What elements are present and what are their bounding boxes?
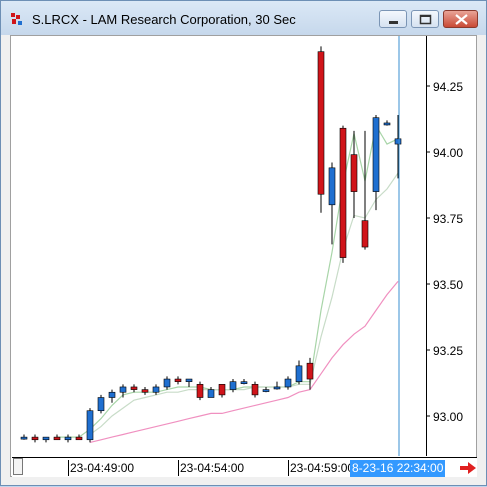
candle-body bbox=[108, 391, 116, 398]
candle-body bbox=[97, 397, 105, 412]
minimize-button[interactable] bbox=[379, 10, 407, 28]
maximize-button[interactable] bbox=[411, 10, 439, 28]
candle-body bbox=[130, 386, 138, 390]
candle-body bbox=[361, 220, 369, 248]
candle-body bbox=[20, 436, 28, 440]
candle-body bbox=[163, 378, 171, 388]
candle-body bbox=[196, 384, 204, 398]
moving-average-line bbox=[89, 172, 399, 435]
candle-body bbox=[240, 381, 248, 384]
window-title: S.LRCX - LAM Research Corporation, 30 Se… bbox=[32, 12, 296, 27]
price-label: 93.00 bbox=[433, 410, 464, 424]
candle-body bbox=[306, 362, 314, 380]
candle-body bbox=[350, 154, 358, 192]
candle-body bbox=[75, 436, 83, 441]
close-icon bbox=[455, 14, 468, 25]
maximize-icon bbox=[419, 14, 432, 25]
candle-body bbox=[317, 51, 325, 195]
candle-body bbox=[328, 167, 336, 206]
moving-average-line bbox=[57, 123, 399, 438]
candle-body bbox=[152, 386, 160, 393]
time-label: 23-04:49:00 bbox=[68, 460, 135, 476]
price-label: 93.50 bbox=[433, 278, 464, 292]
candle-body bbox=[64, 436, 72, 441]
scroll-handle[interactable] bbox=[13, 458, 23, 475]
chart-app-icon bbox=[11, 13, 22, 25]
candle-body bbox=[119, 386, 127, 393]
time-label: 23-04:54:00 bbox=[178, 460, 245, 476]
candle-body bbox=[262, 389, 270, 392]
candle-body bbox=[284, 378, 292, 388]
candle-body bbox=[86, 410, 94, 441]
price-label: 93.75 bbox=[433, 212, 464, 226]
cursor-time-label: 8-23-16 22:34:00 bbox=[350, 460, 446, 477]
moving-average-line bbox=[89, 281, 399, 443]
price-label: 94.25 bbox=[433, 80, 464, 94]
candle-body bbox=[383, 122, 391, 126]
candle-body bbox=[251, 384, 259, 396]
candle-body bbox=[295, 365, 303, 382]
candle-body bbox=[141, 389, 149, 393]
price-label: 93.25 bbox=[433, 344, 464, 358]
candle-body bbox=[372, 117, 380, 192]
candle-body bbox=[185, 378, 193, 382]
candle-body bbox=[207, 389, 215, 398]
close-button[interactable] bbox=[443, 10, 478, 28]
title-bar[interactable]: S.LRCX - LAM Research Corporation, 30 Se… bbox=[1, 1, 486, 35]
scroll-right-arrow-icon[interactable] bbox=[459, 460, 477, 476]
candle-body bbox=[174, 378, 182, 382]
candle-body bbox=[394, 138, 402, 145]
minimize-icon bbox=[389, 21, 398, 24]
candle-body bbox=[339, 127, 347, 258]
candle-body bbox=[273, 386, 281, 390]
candle-body bbox=[31, 436, 39, 441]
price-label: 94.00 bbox=[433, 146, 464, 160]
candle-body bbox=[218, 384, 226, 396]
candle-body bbox=[42, 436, 50, 441]
candle-body bbox=[229, 381, 237, 390]
time-label: 23-04:59:00 bbox=[288, 460, 355, 476]
candle-body bbox=[53, 436, 61, 441]
